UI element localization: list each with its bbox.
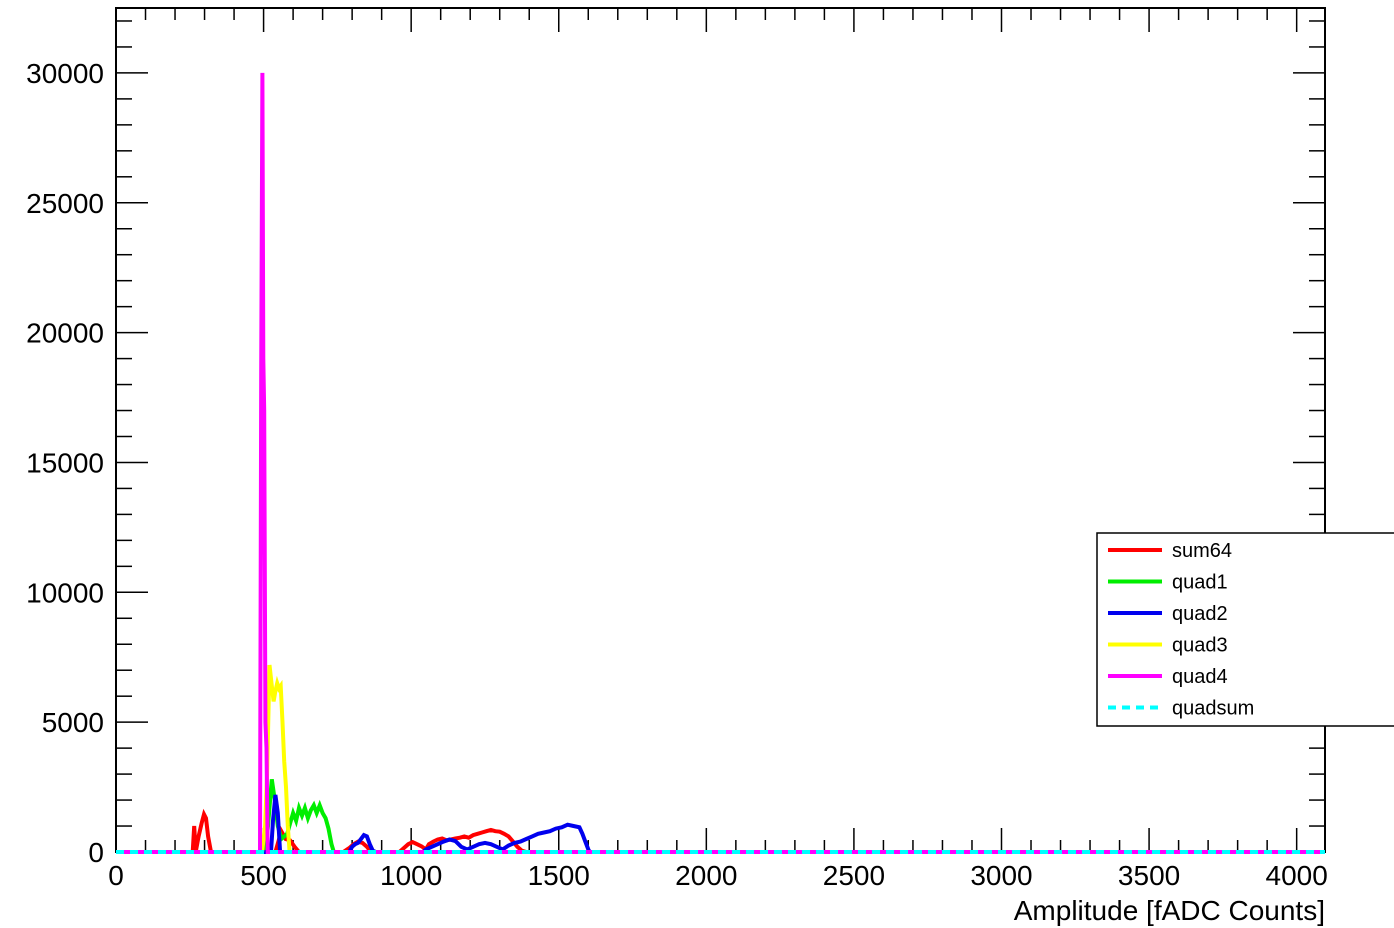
x-tick-label: 1500 <box>528 860 590 891</box>
y-tick-label: 20000 <box>26 318 104 349</box>
legend-label-quadsum: quadsum <box>1172 698 1254 720</box>
x-tick-label: 3500 <box>1118 860 1180 891</box>
x-tick-label: 2500 <box>823 860 885 891</box>
legend-label-quad1: quad1 <box>1172 572 1228 594</box>
legend: sum64 quad1 quad2 quad3 quad4 quadsum <box>1096 532 1394 727</box>
y-tick-label: 0 <box>88 837 104 868</box>
x-tick-label: 3000 <box>970 860 1032 891</box>
legend-label-quad2: quad2 <box>1172 603 1228 625</box>
legend-box <box>1096 532 1394 727</box>
legend-label-sum64: sum64 <box>1172 540 1232 562</box>
x-tick-labels: 0 500 1000 1500 2000 2500 3000 3500 4000 <box>108 860 1328 891</box>
x-tick-label: 2000 <box>675 860 737 891</box>
y-tick-label: 5000 <box>42 707 104 738</box>
legend-label-quad3: quad3 <box>1172 635 1228 657</box>
series-quad2 <box>116 794 1325 854</box>
x-tick-label: 500 <box>240 860 287 891</box>
x-axis-title: Amplitude [fADC Counts] <box>1014 895 1325 926</box>
series-layer <box>116 72 1325 854</box>
y-tick-labels: 0 5000 10000 15000 20000 25000 30000 <box>26 58 104 868</box>
x-tick-label: 1000 <box>380 860 442 891</box>
y-tick-label: 30000 <box>26 58 104 89</box>
legend-label-quad4: quad4 <box>1172 666 1228 688</box>
legend-entries: sum64 quad1 quad2 quad3 quad4 quadsum <box>1108 540 1254 720</box>
x-tick-label: 4000 <box>1266 860 1328 891</box>
y-tick-label: 10000 <box>26 577 104 608</box>
series-quad1 <box>116 779 1325 854</box>
x-tick-label: 0 <box>108 860 124 891</box>
y-tick-label: 25000 <box>26 188 104 219</box>
series-quad4 <box>116 72 1325 854</box>
y-tick-label: 15000 <box>26 447 104 478</box>
